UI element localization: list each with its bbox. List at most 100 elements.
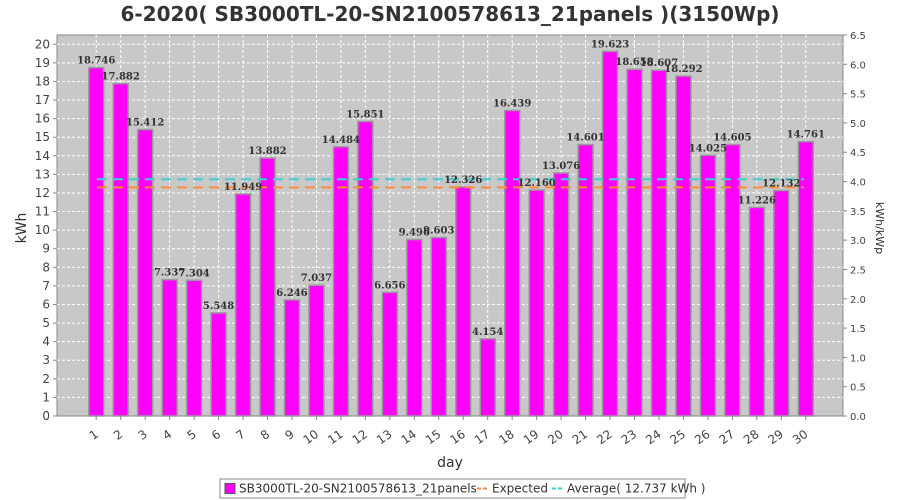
x-tick-label: 17	[472, 427, 493, 447]
x-tick-label: 1	[87, 427, 101, 443]
bar	[430, 236, 448, 417]
y-tick-label: 2	[42, 372, 50, 386]
y2-tick-label: 1.5	[850, 324, 866, 335]
x-tick-label: 5	[185, 427, 199, 443]
data-label: 14.484	[322, 135, 360, 146]
data-label: 18.746	[77, 56, 115, 67]
x-tick-label: 20	[545, 427, 566, 447]
data-label: 9.496	[399, 228, 430, 239]
bar	[283, 299, 301, 417]
y-axis-label: kWh	[14, 213, 30, 244]
bar	[797, 140, 815, 417]
bar	[479, 338, 496, 417]
y2-tick-label: 0.0	[850, 412, 866, 423]
y2-tick-label: 6.5	[850, 31, 866, 42]
y-tick-label: 19	[35, 56, 50, 70]
bar	[601, 50, 619, 417]
y-tick-label: 14	[35, 149, 50, 163]
x-tick-label: 11	[325, 427, 346, 447]
data-label: 15.851	[346, 109, 384, 120]
x-tick-label: 8	[258, 427, 272, 443]
x-tick-label: 7	[233, 427, 247, 443]
bar	[650, 69, 668, 417]
x-tick-label: 12	[350, 427, 371, 447]
y-tick-label: 1	[42, 390, 50, 404]
x-tick-label: 16	[447, 427, 468, 447]
y2-tick-label: 2.5	[850, 265, 866, 276]
data-label: 14.025	[689, 143, 727, 154]
data-label: 16.439	[493, 98, 531, 109]
legend-item-series: SB3000TL-20-SN2100578613_21panels	[239, 482, 477, 496]
x-tick-label: 13	[374, 427, 395, 447]
bar	[528, 189, 545, 417]
x-tick-label: 30	[790, 427, 811, 447]
x-tick-label: 14	[398, 427, 419, 447]
y-tick-label: 4	[42, 335, 50, 349]
bar	[503, 109, 521, 417]
bar	[381, 291, 399, 417]
x-tick-label: 26	[692, 427, 713, 447]
y2-tick-label: 3.5	[850, 207, 866, 218]
y-tick-label: 9	[42, 242, 50, 256]
y-tick-label: 0	[42, 409, 50, 423]
x-tick-label: 3	[136, 427, 150, 443]
y-tick-label: 18	[35, 74, 50, 88]
data-label: 18.292	[664, 64, 702, 75]
data-label: 14.761	[787, 130, 825, 141]
y-tick-label: 17	[35, 93, 50, 107]
bar	[406, 238, 423, 417]
y-tick-label: 15	[35, 130, 50, 144]
y2-axis: 0.0 0.5 1.0 1.5 2.0 2.5 3.0 3.5 4.0 4.5 5.0 5.5 6.0 6…	[843, 31, 866, 423]
data-label: 14.601	[566, 133, 604, 144]
legend-item-average: Average( 12.737 kWh )	[567, 482, 706, 496]
y2-tick-label: 4.5	[850, 148, 866, 159]
y-tick-label: 5	[42, 316, 50, 330]
y-tick-label: 11	[35, 205, 50, 219]
bar	[357, 120, 374, 417]
y2-tick-label: 1.0	[850, 353, 866, 364]
bar	[675, 75, 692, 417]
reference-lines	[97, 178, 804, 189]
data-label: 11.949	[224, 182, 262, 193]
x-tick-label: 21	[570, 427, 591, 447]
data-label: 17.882	[102, 72, 140, 83]
data-label: 15.412	[126, 118, 164, 129]
y2-tick-label: 3.0	[850, 236, 866, 247]
y-tick-label: 20	[35, 37, 50, 51]
x-tick-label: 29	[765, 427, 786, 447]
bar	[699, 154, 717, 417]
data-label: 13.076	[542, 161, 580, 172]
y2-tick-label: 5.0	[850, 119, 866, 130]
x-tick-label: 6	[209, 427, 223, 443]
data-label: 13.882	[248, 146, 286, 157]
bar	[234, 193, 252, 417]
bar	[773, 189, 790, 417]
data-label: 6.246	[276, 288, 307, 299]
x-axis: 1 2 3 4 5 6 7 8 9 10 11 12 13 14 15 16 17 18 19 20 21 22 23 24 2…	[87, 416, 811, 447]
x-tick-label: 23	[619, 427, 640, 447]
data-label: 18.607	[640, 58, 678, 69]
x-axis-label: day	[437, 455, 463, 471]
bar	[185, 279, 203, 417]
x-tick-label: 4	[160, 427, 174, 443]
legend-swatch-bar	[224, 483, 236, 494]
y-tick-label: 7	[42, 279, 50, 293]
data-label: 12.132	[762, 179, 800, 190]
x-tick-label: 24	[643, 427, 664, 447]
x-tick-label: 27	[717, 427, 738, 447]
bar	[552, 172, 570, 417]
data-label: 18.658	[615, 57, 653, 68]
y2-tick-label: 5.5	[850, 90, 866, 101]
data-label: 12.160	[517, 178, 555, 189]
legend: SB3000TL-20-SN2100578613_21panels Expecte…	[219, 478, 706, 499]
bar	[454, 186, 472, 417]
bar	[210, 312, 227, 417]
data-label: 12.326	[444, 175, 482, 186]
bar	[87, 66, 105, 417]
x-tick-label: 18	[496, 427, 517, 447]
chart-title: 6-2020( SB3000TL-20-SN2100578613_21panel…	[120, 2, 779, 26]
bar	[626, 68, 643, 417]
